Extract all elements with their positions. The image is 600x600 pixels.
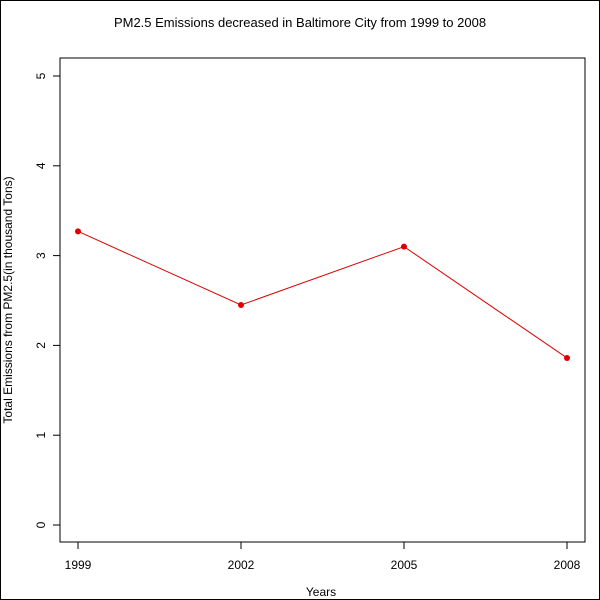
data-point — [564, 354, 570, 361]
y-tick-label: 0 — [34, 521, 48, 528]
data-point — [75, 228, 81, 235]
x-tick-label: 2002 — [228, 558, 255, 572]
y-tick-label: 3 — [34, 252, 48, 259]
x-tick-label: 2008 — [554, 558, 581, 572]
y-tick-label: 4 — [34, 162, 48, 169]
chart-title: PM2.5 Emissions decreased in Baltimore C… — [114, 15, 486, 30]
data-point — [238, 301, 244, 308]
x-tick-label: 1999 — [65, 558, 92, 572]
plot-area-box — [59, 57, 586, 543]
data-point — [401, 243, 407, 250]
series-line — [77, 230, 568, 359]
y-axis: 0 1 2 3 4 5 — [34, 72, 61, 528]
x-tick-label: 2005 — [391, 558, 418, 572]
x-axis-title: Years — [306, 585, 336, 599]
y-tick-label: 1 — [34, 432, 48, 439]
x-axis: 1999 2002 2005 2008 — [65, 541, 581, 572]
y-tick-label: 2 — [34, 342, 48, 349]
y-axis-title: Total Emissions from PM2.5(in thousand T… — [1, 176, 15, 423]
series-layer — [75, 228, 570, 361]
y-tick-label: 5 — [34, 72, 48, 79]
